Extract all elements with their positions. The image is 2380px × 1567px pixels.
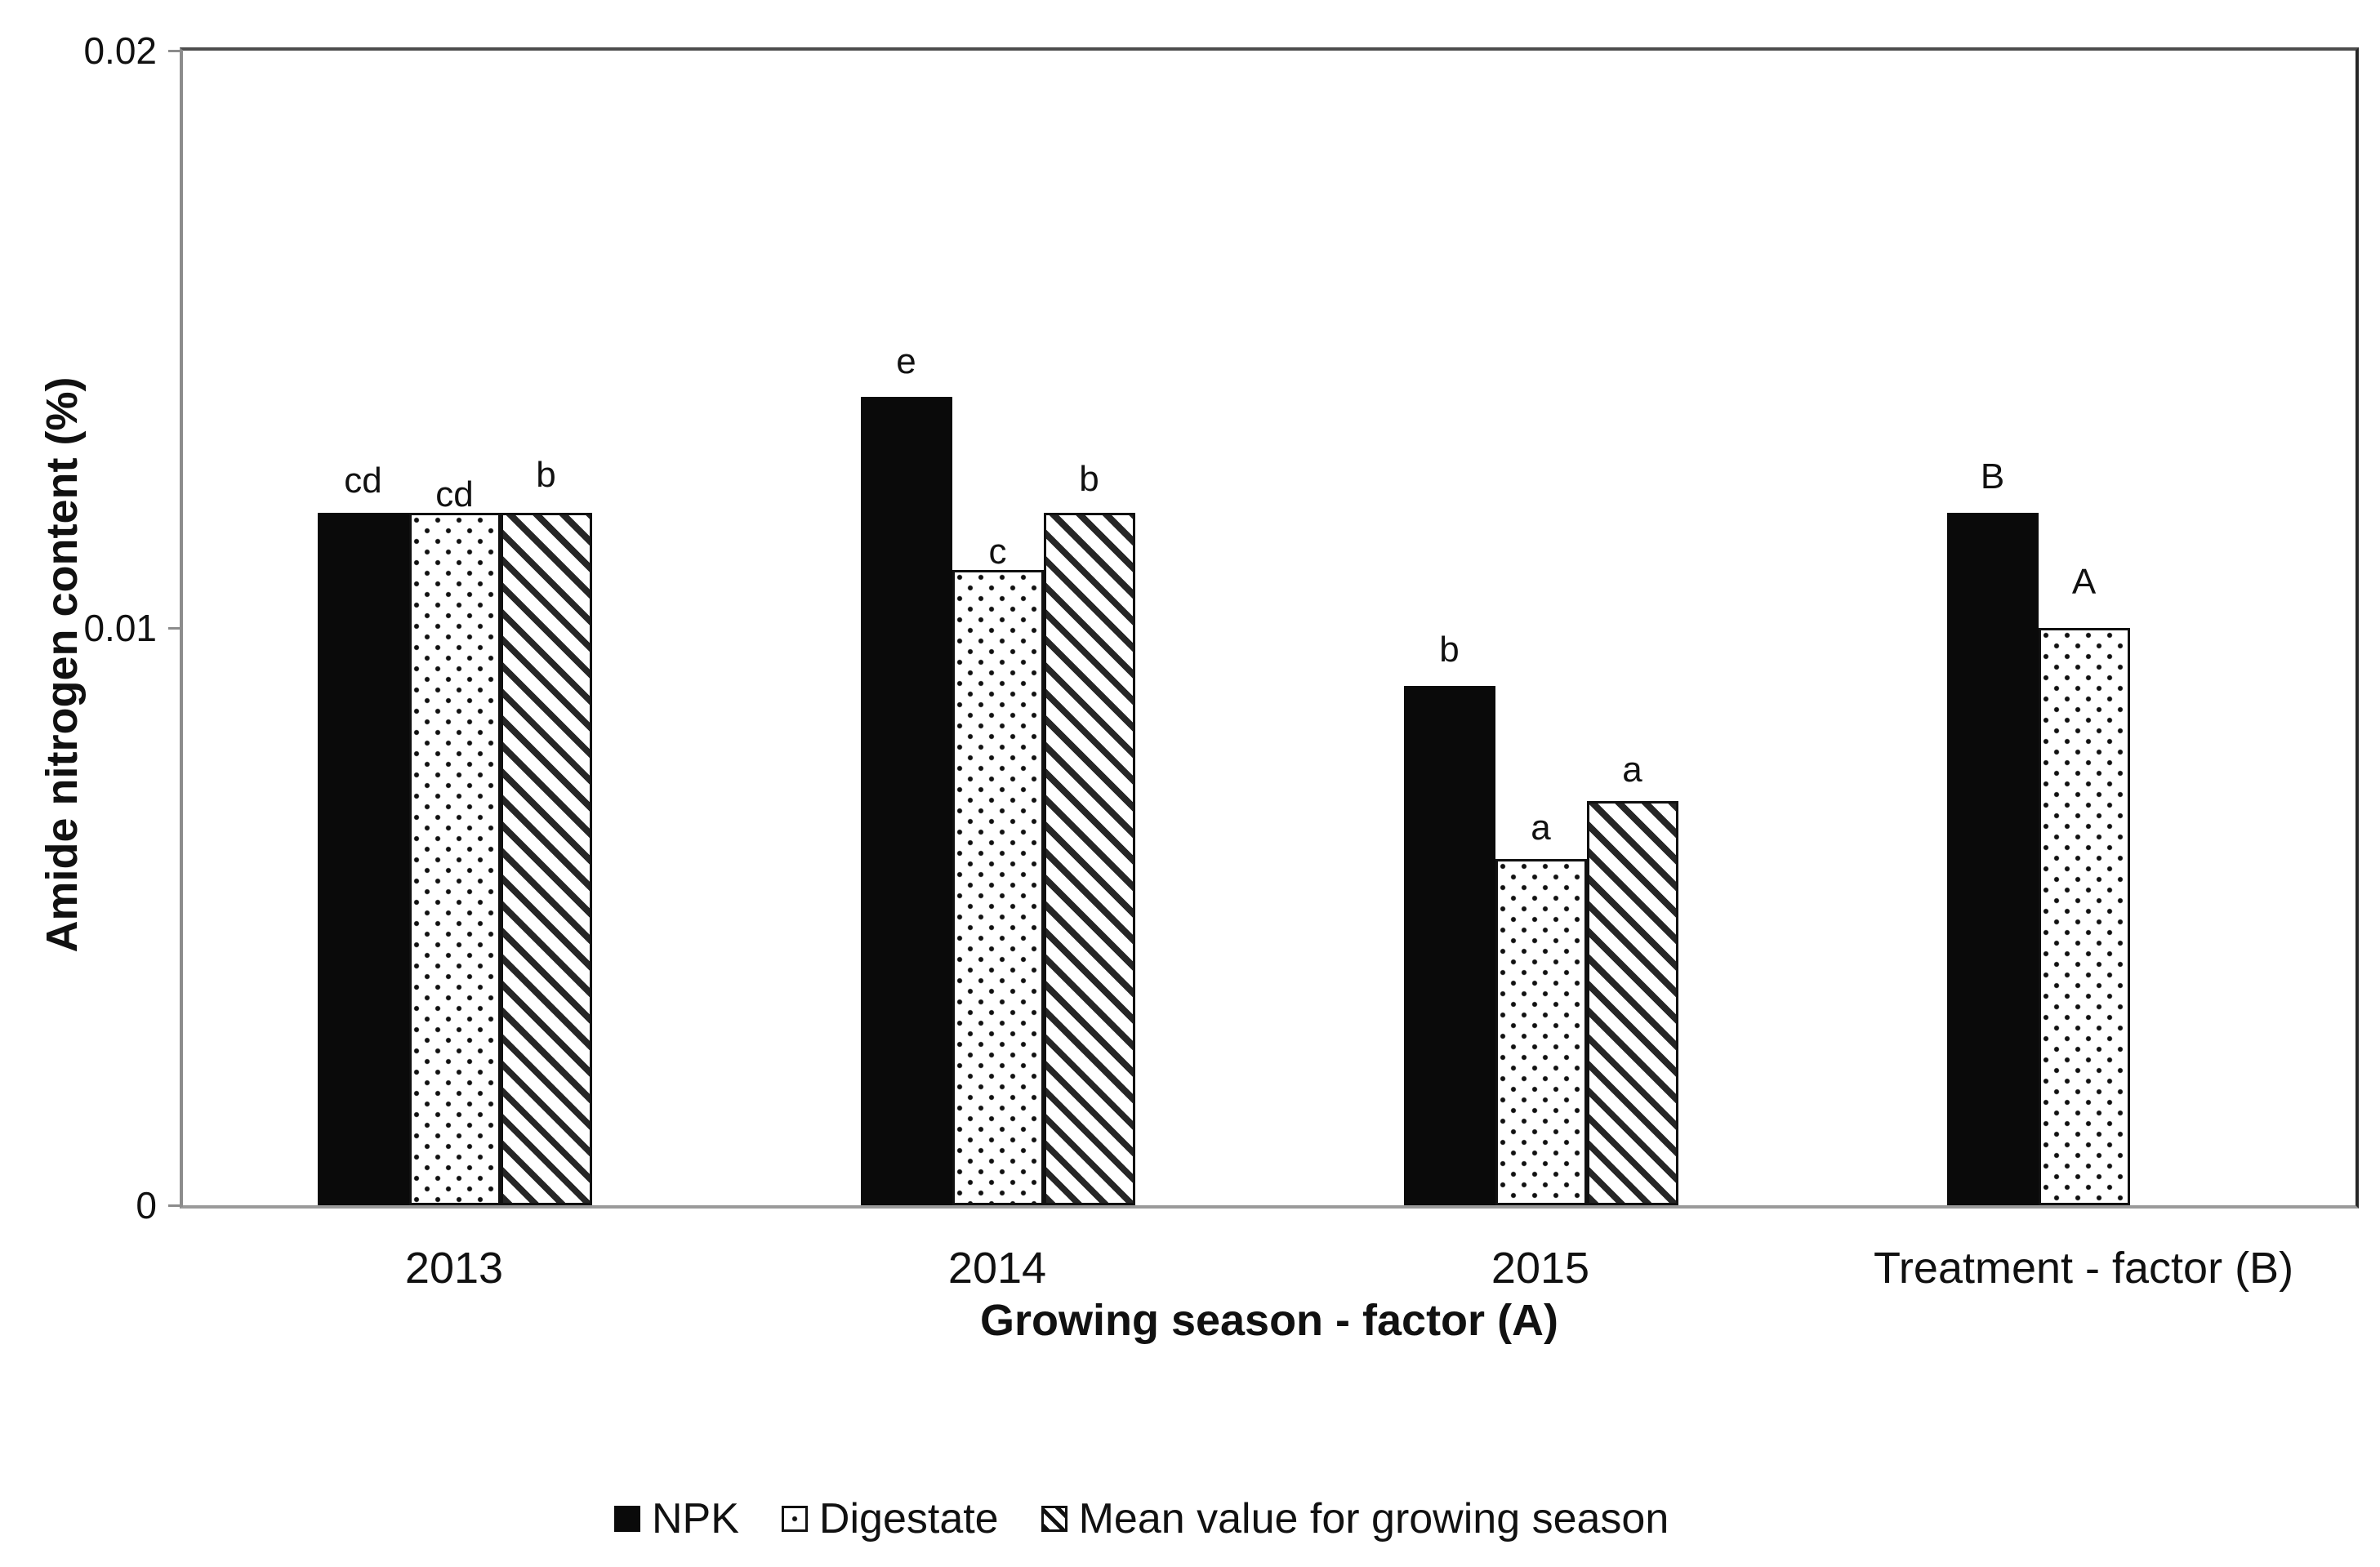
y-tick-label: 0.01: [83, 607, 157, 649]
bar-mean-value-for-growing-season-2013: [500, 512, 592, 1205]
bar-digestate-2014: [952, 570, 1044, 1205]
npk-solid-swatch-icon: [614, 1506, 640, 1532]
bar-npk-2013: [317, 512, 409, 1205]
digestate-dotted-swatch-icon: [781, 1506, 808, 1532]
significance-letter: b: [1439, 629, 1460, 670]
x-category-label-2014: 2014: [947, 1244, 1047, 1293]
y-tick-label: 0.02: [83, 29, 157, 72]
y-axis-title: Amide nitrogen content (%): [38, 376, 87, 953]
bar-digestate-treatment-factor-b-: [2038, 628, 2130, 1205]
y-tick-label: 0: [136, 1184, 157, 1226]
significance-letter: b: [1079, 458, 1099, 499]
legend-label-digestate: Digestate: [818, 1495, 999, 1543]
x-category-label-treatment: Treatment - factor (B): [1873, 1244, 2294, 1293]
significance-letter: cd: [344, 460, 382, 501]
bar-npk-2015: [1403, 685, 1495, 1205]
significance-letter: c: [988, 532, 1007, 572]
significance-letter: e: [896, 341, 916, 382]
significance-letter: A: [2071, 562, 2097, 602]
significance-letter: a: [1622, 750, 1642, 790]
bar-digestate-2015: [1495, 858, 1587, 1205]
y-tick-mark: [168, 49, 183, 52]
y-tick-mark: [168, 626, 183, 630]
legend-item-npk: NPK: [614, 1498, 739, 1540]
x-category-label-2015: 2015: [1491, 1244, 1590, 1293]
legend-label-npk: NPK: [652, 1495, 739, 1543]
bar-mean-value-for-growing-season-2014: [1043, 512, 1135, 1205]
y-tick-mark: [168, 1204, 183, 1207]
mean-hatch-swatch-icon: [1041, 1506, 1067, 1532]
legend-label-mean: Mean value for growing season: [1078, 1495, 1669, 1543]
bar-npk-2014: [860, 397, 952, 1205]
legend-item-mean: Mean value for growing season: [1041, 1498, 1669, 1540]
significance-letter: a: [1531, 807, 1551, 848]
x-category-label-2013: 2013: [404, 1244, 504, 1293]
x-axis-title: Growing season - factor (A): [979, 1296, 1559, 1345]
legend-item-digestate: Digestate: [781, 1495, 999, 1543]
significance-letter: cd: [435, 474, 474, 514]
legend: NPK Digestate Mean value for growing sea…: [614, 1498, 1669, 1540]
bar-mean-value-for-growing-season-2015: [1586, 801, 1678, 1205]
significance-letter: B: [1980, 456, 2005, 496]
significance-letter: b: [536, 454, 556, 495]
bar-npk-treatment-factor-b-: [1946, 512, 2039, 1205]
bar-digestate-2013: [408, 512, 501, 1205]
